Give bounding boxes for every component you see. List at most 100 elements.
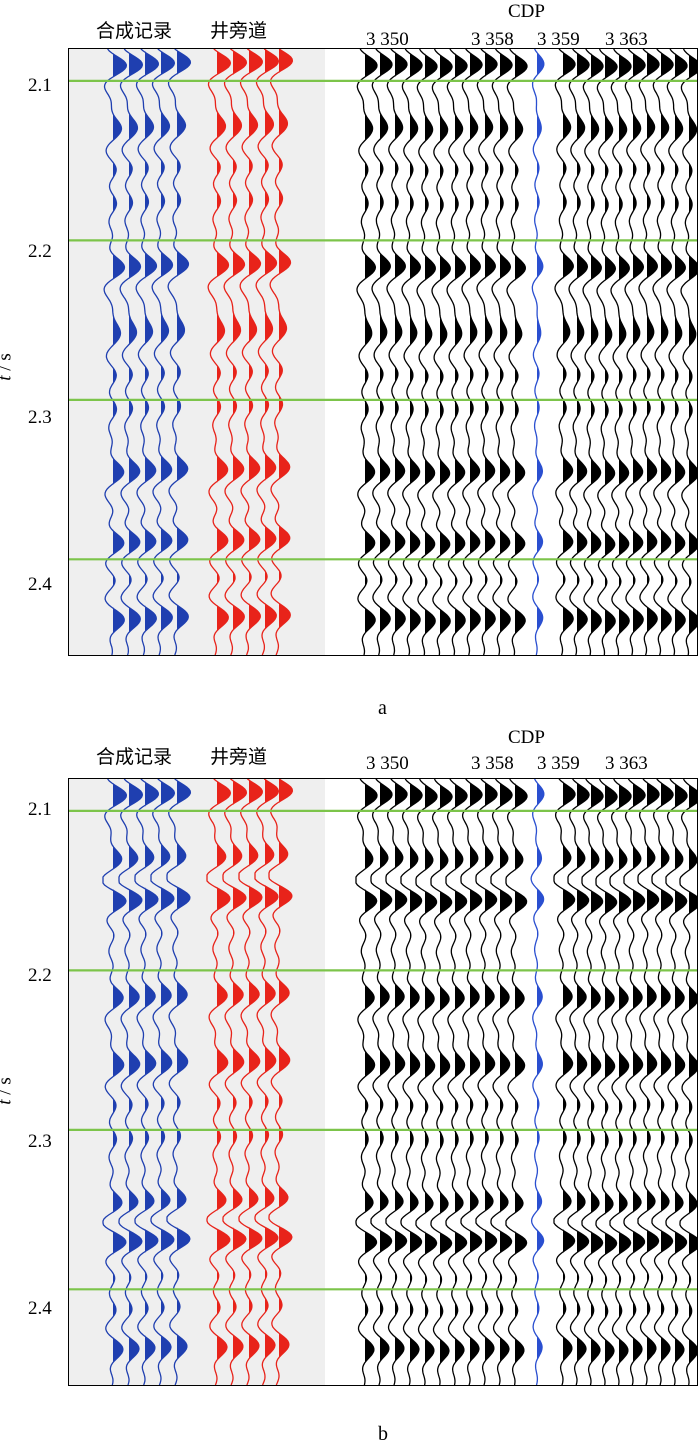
seismic-trace-left-11-wiggle (506, 49, 528, 655)
synthetic-trace-3-wiggle (134, 779, 159, 1385)
y-tick-2-4: 2.4 (28, 574, 52, 595)
well-side-trace-2-wiggle (222, 779, 248, 1385)
well-side-trace-5-wiggle (268, 779, 294, 1385)
seismic-trace-right-6 (624, 49, 646, 655)
seismic-trace-right-7 (638, 49, 660, 655)
synthetic-trace-1 (102, 779, 128, 1385)
seismic-trace-left-4-wiggle (401, 49, 423, 655)
y-tick-2-3: 2.3 (28, 1131, 52, 1152)
seismic-trace-right-2-fill (577, 49, 590, 655)
seismic-trace-left-9-fill (485, 779, 497, 1385)
synthetic-trace-3-fill (145, 779, 159, 1385)
y-tick-2-3: 2.3 (28, 407, 52, 428)
seismic-trace-left-3 (385, 779, 408, 1385)
caption-b: b (378, 1423, 388, 1445)
seismic-trace-right-10-wiggle (680, 49, 697, 655)
seismic-trace-left-4-wiggle (400, 779, 423, 1385)
synthetic-trace-3 (135, 49, 159, 655)
seismic-trace-right-4 (595, 779, 618, 1385)
seismic-trace-left-5 (416, 49, 438, 655)
synthetic-trace-2 (119, 49, 144, 655)
synthetic-trace-1-wiggle (103, 49, 128, 655)
seismic-trace-right-9-fill (675, 779, 687, 1385)
cdp-tick-3358: 3 358 (471, 29, 514, 50)
y-axis-label: t / s (0, 353, 17, 380)
seismic-trace-left-2-wiggle (370, 779, 393, 1385)
seismic-trace-left-3-wiggle (386, 49, 408, 655)
well-side-trace-5-fill (279, 49, 293, 655)
seismic-trace-left-3-wiggle (385, 779, 408, 1385)
synthetic-trace-2-wiggle (118, 779, 144, 1385)
seismic-trace-right-10-wiggle (679, 779, 697, 1385)
seismic-trace-left-6-fill (440, 779, 453, 1385)
seismic-trace-right-9-wiggle (665, 779, 688, 1385)
y-tick-2-1: 2.1 (28, 75, 52, 96)
well-side-trace-1 (206, 779, 232, 1385)
seismic-trace-left-6 (430, 779, 453, 1385)
seismic-trace-left-2 (371, 49, 393, 655)
seismic-trace-right-1 (553, 779, 576, 1385)
well-side-trace-4 (254, 779, 280, 1385)
well-side-trace-3-fill (249, 779, 263, 1385)
cdp-tick-3359: 3 359 (537, 29, 580, 50)
seismic-trace-left-9 (476, 49, 498, 655)
synthetic-panel-background (69, 779, 325, 1385)
cdp-tick-3350: 3 350 (366, 753, 409, 774)
cdp-label: CDP (508, 1, 545, 22)
well-side-trace-1-fill (217, 779, 231, 1385)
seismic-trace-right-4 (596, 49, 618, 655)
seismic-trace-left-10-wiggle (490, 779, 513, 1385)
seismic-trace-left-4 (401, 49, 423, 655)
seismic-trace-left-2 (370, 779, 393, 1385)
seismic-trace-left-11-wiggle (505, 779, 528, 1385)
synthetic-trace-5-wiggle (167, 49, 192, 655)
cdp-tick-3350: 3 350 (366, 29, 409, 50)
seismic-trace-left-5-wiggle (415, 779, 438, 1385)
synthetic-trace-2-wiggle (119, 49, 144, 655)
well-location-trace-wiggle (530, 779, 545, 1385)
seismic-trace-right-3-wiggle (581, 779, 604, 1385)
synthetic-trace-4 (150, 779, 176, 1385)
caption-a: a (378, 697, 387, 719)
seismic-trace-left-2-fill (380, 779, 392, 1385)
well-side-trace-2 (222, 779, 248, 1385)
seismic-trace-right-4-fill (605, 779, 618, 1385)
seismic-trace-left-6-wiggle (430, 779, 453, 1385)
seismic-trace-left-10 (491, 49, 513, 655)
seismic-trace-left-6 (431, 49, 453, 655)
cdp-label: CDP (508, 727, 545, 748)
seismic-trace-right-7-fill (647, 779, 659, 1385)
seismic-traces-b (69, 779, 697, 1385)
seismic-trace-left-10 (490, 779, 513, 1385)
seismic-trace-left-5 (415, 779, 438, 1385)
seismic-plot-a (68, 48, 698, 656)
seismic-trace-right-10-fill (689, 779, 697, 1385)
synthetic-trace-1 (103, 49, 128, 655)
synthetic-trace-1-wiggle (102, 779, 128, 1385)
well-side-trace-4-fill (265, 49, 279, 655)
seismic-trace-left-1 (356, 49, 378, 655)
seismic-trace-left-9 (475, 779, 498, 1385)
synthetic-trace-3-wiggle (135, 49, 159, 655)
seismic-trace-right-9 (666, 49, 688, 655)
seismic-trace-right-1-wiggle (554, 49, 576, 655)
synthetic-trace-4-fill (161, 779, 175, 1385)
seismic-trace-right-6-wiggle (623, 779, 646, 1385)
well-side-trace-1 (207, 49, 232, 655)
seismic-trace-left-7-wiggle (446, 49, 468, 655)
synthetic-trace-4-wiggle (151, 49, 176, 655)
well-side-trace-1-wiggle (206, 779, 232, 1385)
seismic-trace-left-11-fill (515, 779, 527, 1385)
seismic-trace-right-5-wiggle (610, 49, 632, 655)
seismic-trace-right-8-wiggle (652, 49, 674, 655)
synthetic-trace-2 (118, 779, 144, 1385)
y-tick-2-2: 2.2 (28, 241, 52, 262)
seismic-trace-left-1 (355, 779, 378, 1385)
seismic-trace-left-8-fill (470, 779, 483, 1385)
seismic-trace-right-5 (609, 779, 632, 1385)
y-axis-label: t / s (0, 1077, 17, 1104)
well-side-trace-1-wiggle (207, 49, 232, 655)
seismic-trace-left-6-wiggle (431, 49, 453, 655)
seismic-trace-right-5-wiggle (609, 779, 632, 1385)
seismic-trace-left-1-wiggle (356, 49, 378, 655)
